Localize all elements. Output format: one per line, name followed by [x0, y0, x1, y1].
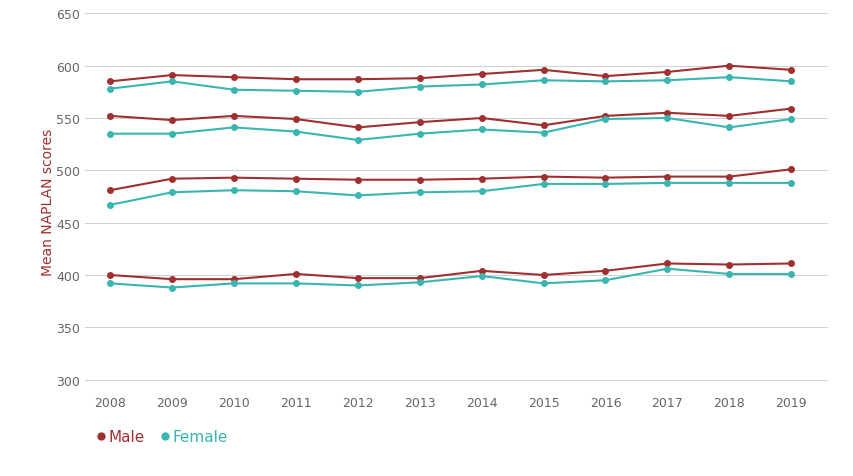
Legend: Male, Female: Male, Female: [93, 423, 233, 450]
Y-axis label: Mean NAPLAN scores: Mean NAPLAN scores: [40, 129, 55, 276]
